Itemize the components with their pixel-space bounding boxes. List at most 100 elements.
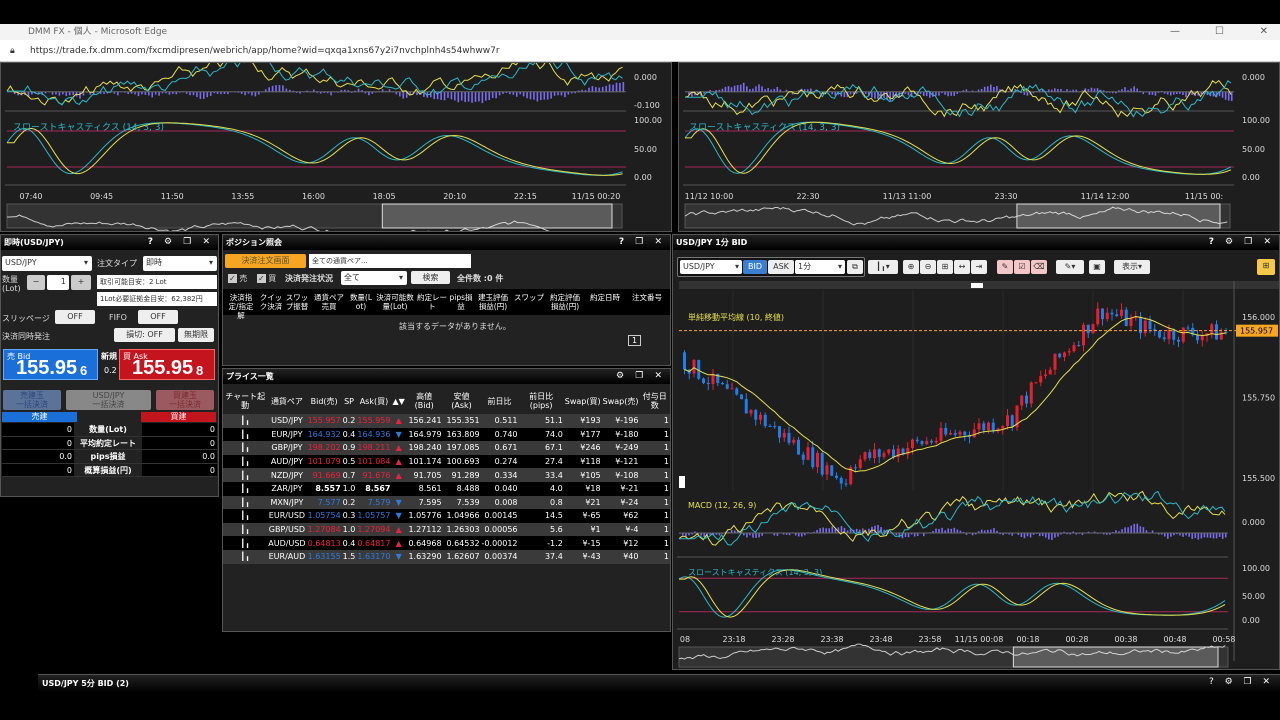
chart-launch-icon[interactable]: ┃╻	[223, 509, 268, 523]
column-header[interactable]: SP	[344, 396, 354, 406]
compare-icon[interactable]: ⧉	[847, 260, 863, 274]
chart-launch-icon[interactable]: ┃╻	[223, 454, 268, 469]
positions-column-header[interactable]: 数量(Lot)	[349, 293, 373, 311]
buy-ask-button[interactable]: 買 Ask 155.95 8	[119, 349, 215, 380]
ask-price[interactable]: 1.63170	[356, 549, 392, 564]
page-button[interactable]: 1	[628, 335, 642, 346]
top-right-chart[interactable]: 0.000 100.00 50.00 0.00 11/12 10:00 22:30 11/1…	[679, 63, 1279, 231]
interval-select[interactable]: 1分 ▾	[795, 260, 845, 274]
chart-launch-icon[interactable]: ┃╻	[223, 522, 268, 537]
top-left-chart[interactable]: 0.000 -0.100 100.00 50.00 0.00 07:40 09:45 11:5…	[1, 54, 671, 241]
column-header[interactable]: Ask(買)	[359, 396, 389, 406]
screenshot-icon[interactable]: ▣	[1089, 260, 1105, 274]
search-button[interactable]: 検索	[411, 271, 450, 284]
price-row[interactable]: ┃╻ USD/JPY 155.957 0.2 155.959 ▲ 156.241…	[223, 414, 670, 428]
price-row[interactable]: ┃╻ EUR/JPY 164.932 0.4 164.936 ▼ 164.979…	[223, 427, 670, 442]
chart-launch-icon[interactable]: ┃╻	[223, 441, 268, 455]
pair-filter-input[interactable]: 全ての通貨ペア...	[309, 254, 471, 268]
pair-select[interactable]: USD/JPY ▾	[2, 256, 92, 271]
draw-edit-icon[interactable]: ☑	[1014, 260, 1030, 274]
bid-price[interactable]: 91.669	[306, 468, 342, 482]
maximize-button[interactable]: ☐	[1215, 26, 1224, 37]
ask-price[interactable]: 91.676	[356, 468, 392, 482]
ask-price[interactable]: 0.64817	[356, 536, 392, 550]
zoom-in-icon[interactable]: ⊕	[903, 260, 919, 274]
draw-delete-icon[interactable]: ⌫	[1031, 260, 1047, 274]
column-header[interactable]: 通貨ペア	[270, 396, 303, 406]
ask-price[interactable]: 198.211	[356, 441, 392, 455]
close-all-buy-button[interactable]: 買建玉 一括決済	[156, 390, 214, 410]
positions-column-header[interactable]: pips損益	[449, 293, 473, 311]
status-select[interactable]: 全て ▾	[341, 271, 407, 285]
close-order-screen-button[interactable]: 決済注文画面	[225, 254, 306, 268]
display-menu[interactable]: 表示▾	[1114, 260, 1150, 274]
positions-column-header[interactable]: 約定日時	[590, 293, 620, 302]
positions-column-header[interactable]: 決済可能数量(Lot)	[376, 293, 414, 311]
panel-controls-icon[interactable]: ⚙ ❐ ✕	[616, 371, 666, 381]
column-header[interactable]: 前日比	[487, 396, 512, 406]
positions-column-header[interactable]: 注文番号	[632, 293, 662, 302]
positions-column-header[interactable]: 通貨ペア売買	[314, 293, 344, 311]
close-window-button[interactable]: ✕	[1259, 26, 1268, 37]
panel-controls-icon[interactable]: ? ❐ ✕	[618, 237, 666, 247]
chart-launch-icon[interactable]: ┃╻	[223, 549, 268, 564]
qty-minus-button[interactable]: −	[27, 275, 45, 290]
price-row[interactable]: ┃╻ AUD/JPY 101.079 0.5 101.084 ▲ 101.174…	[223, 454, 670, 469]
panel-controls-icon[interactable]: ? ⚙ ❐ ✕	[1208, 237, 1275, 247]
expiry-button[interactable]: 無期限	[178, 328, 214, 342]
bid-price[interactable]: 155.957	[306, 414, 342, 428]
price-row[interactable]: ┃╻ GBP/USD 1.27084 1.0 1.27094 ▲ 1.27112…	[223, 522, 670, 537]
ask-price[interactable]: 8.567	[356, 481, 392, 496]
order-type-select[interactable]: 即時 ▾	[143, 256, 217, 271]
qty-plus-button[interactable]: +	[71, 275, 91, 290]
bid-price[interactable]: 1.63155	[306, 549, 342, 564]
column-header[interactable]: Bid(売)	[310, 396, 338, 406]
fit-icon[interactable]: ⊞	[937, 260, 953, 274]
column-header[interactable]: 前日比(pips)	[529, 392, 554, 410]
layout-icon[interactable]: ⊞	[1257, 259, 1275, 275]
positions-column-header[interactable]: 決済指定/指定解	[228, 293, 254, 320]
positions-column-header[interactable]: 約定評価損益(円)	[550, 293, 580, 311]
price-row[interactable]: ┃╻ ZAR/JPY 8.557 1.0 8.567 8.561 8.488 0…	[223, 481, 670, 496]
chart-pair-select[interactable]: USD/JPY ▾	[680, 260, 742, 274]
ask-price[interactable]: 1.27094	[356, 522, 392, 537]
bid-price[interactable]: 1.27084	[306, 522, 342, 537]
bid-price[interactable]: 101.079	[306, 454, 342, 469]
sell-bid-button[interactable]: 売 Bid 155.95 6	[3, 349, 98, 380]
slippage-toggle[interactable]: OFF	[55, 310, 95, 324]
bid-price[interactable]: 198.202	[306, 441, 342, 455]
column-header[interactable]: 付与日数	[642, 392, 667, 410]
bid-price[interactable]: 1.05754	[306, 509, 342, 523]
price-row[interactable]: ┃╻ MXN/JPY 7.577 0.2 7.579 ▼ 7.595 7.539…	[223, 495, 670, 510]
chart-launch-icon[interactable]: ┃╻	[223, 481, 268, 496]
bid-price[interactable]: 8.557	[306, 481, 342, 496]
minimize-button[interactable]: —	[1170, 26, 1180, 37]
price-row[interactable]: ┃╻ GBP/JPY 198.202 0.9 198.211 ▲ 198.240…	[223, 441, 670, 455]
ask-price[interactable]: 155.959	[356, 414, 392, 428]
chart-launch-icon[interactable]: ┃╻	[223, 536, 268, 550]
positions-column-header[interactable]: 約定レート	[417, 293, 447, 311]
bid-price[interactable]: 164.932	[306, 427, 342, 442]
chart-launch-icon[interactable]: ┃╻	[223, 495, 268, 510]
zoom-out-icon[interactable]: ⊖	[920, 260, 936, 274]
main-chart[interactable]: 155.957 156.000 155.750 155.500 0.000 100.00 5…	[673, 281, 1279, 669]
fifo-toggle[interactable]: OFF	[138, 310, 178, 324]
positions-column-header[interactable]: スワップ振替	[285, 293, 309, 311]
price-row[interactable]: ┃╻ NZD/JPY 91.669 0.7 91.676 ▲ 91.705 91…	[223, 468, 670, 482]
latest-icon[interactable]: ⇥	[971, 260, 987, 274]
ask-price[interactable]: 164.936	[356, 427, 392, 442]
bid-toggle[interactable]: BID	[743, 260, 767, 274]
price-row[interactable]: ┃╻ AUD/USD 0.64813 0.4 0.64817 ▲ 0.64968…	[223, 536, 670, 550]
address-bar[interactable]: 🔒︎ https://trade.fx.dmm.com/fxcmdipresen…	[0, 40, 1280, 62]
positions-column-header[interactable]: スワップ	[514, 293, 544, 302]
expand-icon[interactable]: ↔	[954, 260, 970, 274]
chart-launch-icon[interactable]: ┃╻	[223, 414, 268, 428]
bid-price[interactable]: 7.577	[306, 495, 342, 510]
ask-toggle[interactable]: ASK	[768, 260, 794, 274]
column-header[interactable]: Swap(売)	[602, 396, 639, 406]
column-header[interactable]: Swap(買)	[564, 396, 601, 406]
chart-type-button[interactable]: ┃╻▾	[868, 260, 898, 274]
column-header[interactable]: 高値(Bid)	[414, 392, 434, 410]
column-header[interactable]: 安値(Ask)	[451, 392, 472, 410]
pen-tool-button[interactable]: ✎▾	[1056, 260, 1084, 274]
